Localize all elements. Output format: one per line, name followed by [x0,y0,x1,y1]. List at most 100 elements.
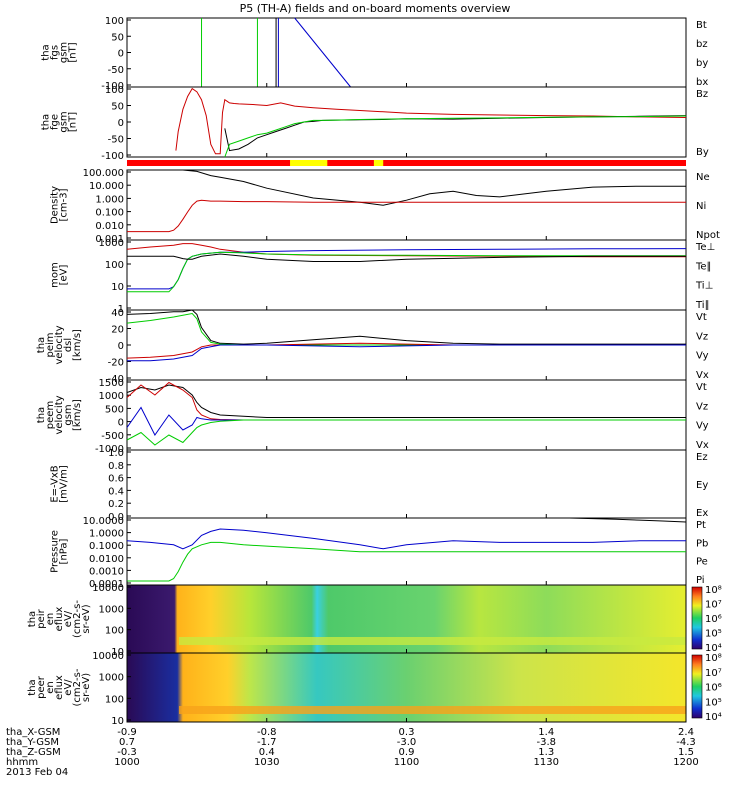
series-line-Vy [126,419,686,446]
colorbar-tick-label: 10⁴ [705,712,722,723]
y-tick-label: 100.000 [83,168,124,179]
legend-entry: Vx [696,370,709,381]
y-tick-label: -50 [108,135,124,146]
y-axis-label: tha [36,337,47,353]
ephemeris-value: 1130 [534,757,559,768]
y-tick-label: 0.6 [108,474,124,485]
legend-entry: Vy [696,421,709,432]
panel-peem: 1500 1000 500 0 -500 -1000 thapeemvelocitygsm[… [36,378,709,455]
legend-entry: Npot [696,230,720,241]
colorbar-tick-label: 10⁷ [705,600,722,611]
y-axis-label: [nT] [68,42,79,62]
y-axis-label: [mV/m] [59,465,70,503]
y-tick-label: 0 [118,118,124,129]
panel-peir: 10⁸ 10⁷ 10⁶ 10⁵ 10⁴ 10000 1000 100 10 thapeirenef… [27,583,722,658]
y-axis-label: fgs [50,45,61,60]
y-axis-label: (cm2-s- [72,668,83,706]
y-axis-label: [nPa] [59,538,70,564]
y-tick-label: 1000 [99,391,124,402]
y-axis-label: eflux [54,607,65,632]
y-axis-label: [cm-3] [59,188,70,221]
ephemeris-value: -0.9 [117,727,137,738]
panel-density: 100.000 10.000 1.000 0.100 0.010 0.001 Density… [50,168,720,245]
time-axis-labels: tha_X-GSM -0.9 -0.8 0.3 1.4 2.4 tha_Y-GSM 0.7 -1… [6,727,699,778]
ephemeris-value: 1.3 [538,747,554,758]
ephemeris-value: 1000 [114,757,139,768]
ephemeris-value: 1030 [254,757,279,768]
series-line-Vx [127,344,686,362]
y-axis-label: Density [50,186,61,224]
y-tick-label: 0.4 [108,486,124,497]
y-axis-label: tha [27,611,38,627]
y-axis-label: [nT] [68,112,79,132]
ephemeris-label: 2013 Feb 04 [6,767,68,778]
series-line-Pe [127,541,686,582]
legend-entry: Vt [696,312,707,323]
legend-entry: Vy [696,351,709,362]
series-line-Vt [126,309,686,345]
legend-entry: Pe [696,557,708,568]
y-axis-label: mom [50,262,61,288]
y-tick-label: 1 [118,304,124,315]
colorbar [691,586,703,650]
y-tick-label: 1.000 [95,194,124,205]
y-axis-label: tha [36,407,47,423]
legend-entry: Te∥ [695,261,712,272]
plot-frame [126,169,687,241]
y-axis-label: peer [36,675,47,699]
y-axis-label: velocity [54,325,65,364]
panel-peer: 10⁸ 10⁷ 10⁶ 10⁵ 10⁴ 10000 1000 100 10 thapeerenef… [27,651,722,727]
y-axis-label: E=-VxB [50,465,61,502]
series-line-Ti⊥ [127,248,687,290]
series-line-Vz [126,381,686,421]
legend-entry: Ni [696,201,706,212]
plot-frame [126,86,687,158]
ephemeris-value: -1.7 [257,737,277,748]
y-tick-label: 0.010 [95,221,124,232]
y-tick-label: -40 [108,374,124,385]
colorbar-tick-label: 10⁸ [705,585,722,596]
y-tick-label: 10.000 [89,181,124,192]
y-tick-label: 100 [105,694,124,705]
y-axis-label: peir [36,608,47,628]
series-line-Pi [126,528,686,550]
y-tick-label: 0.0010 [89,566,124,577]
series-line-Vx [126,406,686,436]
y-tick-label: 10 [111,716,124,727]
y-tick-label: 10000 [92,583,124,594]
y-axis-label: peim [45,332,56,357]
series-line-Vt [126,384,686,418]
colorbar-tick-label: 10⁶ [705,614,722,625]
ephemeris-value: 1.4 [538,727,554,738]
ephemeris-value: 1100 [394,757,419,768]
y-axis-label: eflux [54,675,65,700]
plot-frame [126,379,687,451]
y-axis-label: fge [50,114,61,130]
y-axis-label: [km/s] [72,329,83,361]
y-axis-label: en [45,613,56,626]
legend-entry: Bt [696,20,707,31]
y-axis-label: velocity [54,395,65,434]
colorbar-tick-label: 10⁵ [705,629,722,640]
y-axis-label: tha [41,114,52,130]
y-tick-label: 100 [105,260,124,271]
y-axis-label: tha [41,44,52,60]
y-tick-label: -100 [101,151,124,162]
y-tick-label: 50 [111,32,124,43]
legend-entry: Ez [696,452,708,463]
series-line-Bx [224,115,687,152]
colorbar-tick-label: 10⁸ [705,653,722,664]
ephemeris-value: 0.7 [119,737,135,748]
y-axis-label: gsm [59,42,70,63]
y-tick-label: -100 [101,81,124,92]
ephemeris-value: -0.3 [117,747,137,758]
legend-entry: Te⊥ [695,242,715,253]
y-tick-label: 0 [118,341,124,352]
legend-entry: By [696,147,709,158]
ephemeris-value: 0.9 [399,747,415,758]
ephemeris-label: hhmm [6,757,38,768]
legend-entry: Vx [696,440,709,451]
legend-entry: by [696,58,708,69]
legend-entry: Pt [696,520,706,531]
